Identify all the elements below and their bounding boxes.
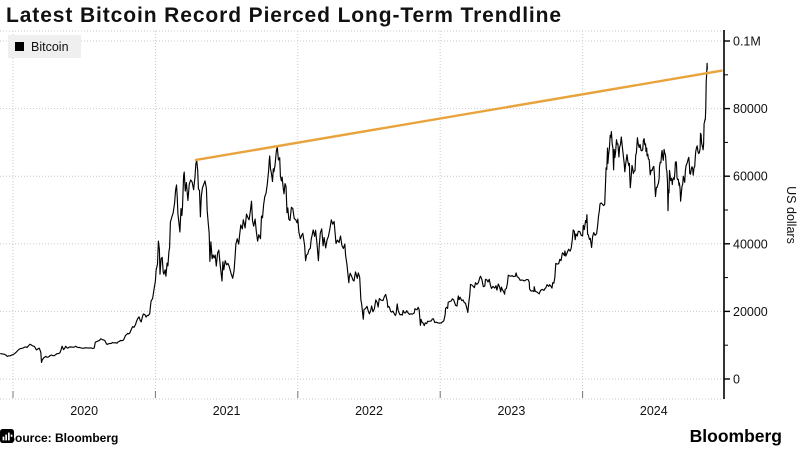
- x-tick-label: 2024: [640, 404, 668, 418]
- y-tick-label: 40000: [733, 237, 768, 251]
- source-attribution: Source: Bloomberg: [7, 431, 119, 445]
- bloomberg-bars-icon: [0, 429, 14, 443]
- legend-label: Bitcoin: [31, 39, 69, 54]
- y-tick-label: 60000: [733, 170, 768, 184]
- x-tick-label: 2023: [497, 404, 525, 418]
- chart-title: Latest Bitcoin Record Pierced Long-Term …: [6, 4, 562, 27]
- y-axis-title: US dollars: [784, 186, 798, 244]
- bitcoin-price-line: [0, 62, 708, 363]
- x-tick-label: 2020: [70, 404, 98, 418]
- x-tick-label: 2022: [355, 404, 383, 418]
- x-tick-label: 2021: [213, 404, 241, 418]
- long-term-trendline: [194, 69, 723, 162]
- y-tick-label: 80000: [733, 102, 768, 116]
- y-tick-label: 0: [733, 373, 740, 387]
- bloomberg-wordmark: Bloomberg: [689, 426, 782, 446]
- y-tick-label: 20000: [733, 305, 768, 319]
- legend-marker-square: [15, 42, 24, 51]
- y-tick-label: 0.1M: [733, 35, 761, 49]
- legend: Bitcoin: [8, 35, 81, 58]
